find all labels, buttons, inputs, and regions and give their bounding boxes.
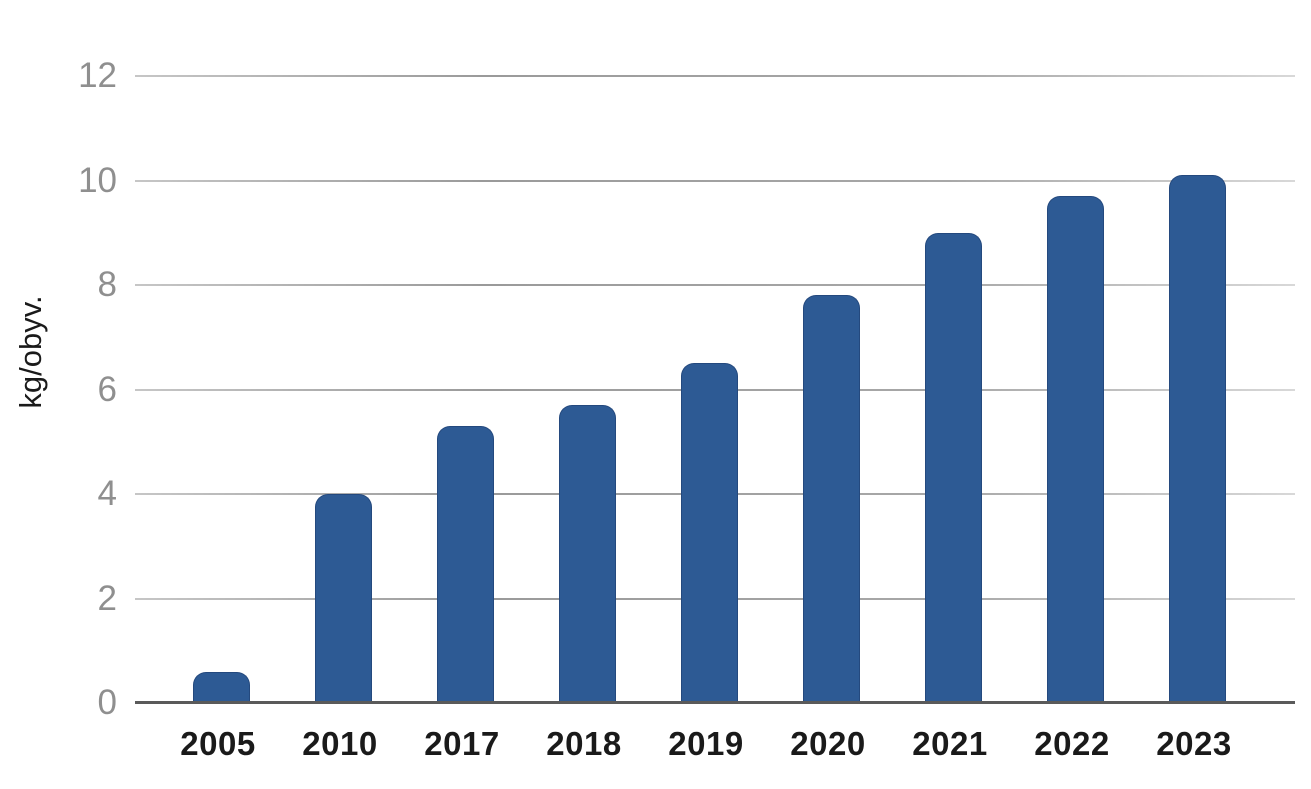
x-category-label-2022: 2022	[1034, 725, 1110, 762]
x-category-label-2020: 2020	[790, 725, 866, 762]
bar-2023	[1168, 175, 1226, 703]
bar-2020	[802, 295, 860, 703]
bar-2017	[436, 426, 494, 703]
gridline-y-8	[135, 284, 1295, 286]
x-category-label-2019: 2019	[668, 725, 744, 762]
y-tick-label-4: 4	[97, 474, 117, 513]
bar-2022	[1046, 196, 1104, 703]
bar-2010	[314, 494, 372, 703]
plot-area: 2005 2010 2017 2018 2019 2020 2021 2022 2023	[135, 75, 1295, 762]
bar-2021	[924, 233, 982, 703]
bar-2019	[680, 363, 738, 703]
x-category-label-2021: 2021	[912, 725, 988, 762]
x-category-label-2023: 2023	[1156, 725, 1232, 762]
x-category-label-2010: 2010	[302, 725, 378, 762]
bar-2005	[192, 672, 250, 703]
gridline-y-10	[135, 179, 1295, 182]
x-category-label-2005: 2005	[180, 725, 256, 762]
y-tick-label-12: 12	[78, 56, 117, 95]
y-tick-label-2: 2	[97, 578, 117, 618]
bar-2018	[558, 405, 616, 703]
y-tick-label-0: 0	[97, 683, 117, 722]
x-category-label-2017: 2017	[424, 725, 500, 762]
y-tick-label-6: 6	[97, 369, 117, 409]
y-axis: 0 2 4 6 8 10 12	[0, 56, 117, 722]
x-axis-baseline	[135, 701, 1295, 704]
x-category-label-2018: 2018	[546, 725, 622, 762]
y-tick-label-8: 8	[97, 265, 117, 304]
gridline-y-12	[135, 75, 1295, 77]
y-tick-label-10: 10	[78, 160, 117, 200]
